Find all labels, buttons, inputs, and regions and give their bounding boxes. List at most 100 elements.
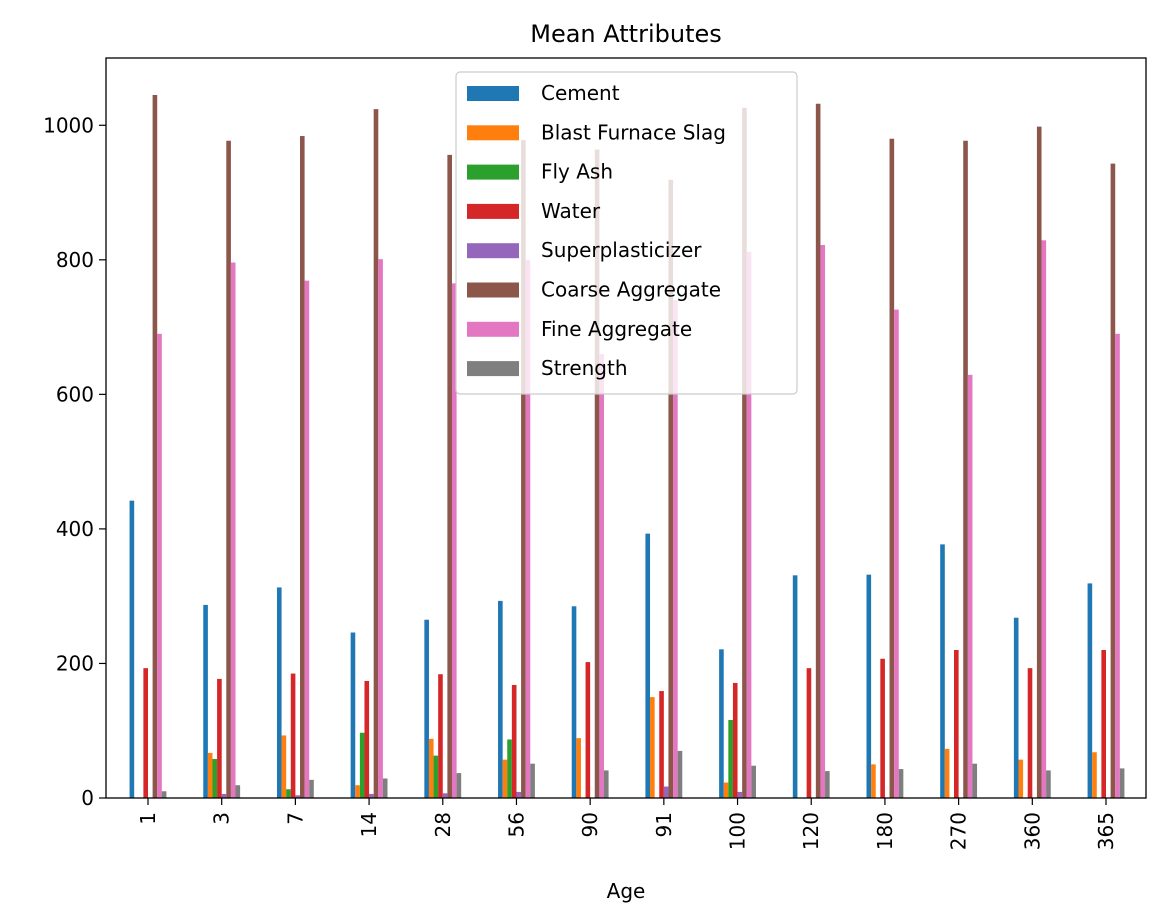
bar-coarse-aggregate-360 bbox=[1036, 126, 1042, 799]
legend-swatch bbox=[467, 203, 519, 219]
bar-blast-furnace-slag-360 bbox=[1018, 759, 1024, 798]
x-tick-label: 270 bbox=[947, 812, 971, 850]
bar-water-365 bbox=[1101, 650, 1106, 798]
x-tick-label: 91 bbox=[652, 812, 676, 837]
bar-superplasticizer-56 bbox=[516, 791, 522, 798]
bar-coarse-aggregate-28 bbox=[447, 154, 452, 798]
bar-strength-360 bbox=[1046, 770, 1051, 798]
bar-water-28 bbox=[438, 674, 443, 798]
y-tick-label: 0 bbox=[81, 786, 94, 810]
bar-cement-360 bbox=[1013, 617, 1019, 798]
bar-coarse-aggregate-1 bbox=[152, 95, 158, 798]
bar-cement-120 bbox=[792, 575, 798, 798]
legend-label: Water bbox=[541, 199, 601, 223]
x-tick-label: 14 bbox=[357, 812, 381, 837]
bar-strength-28 bbox=[456, 773, 462, 798]
legend: Cement Blast Furnace Slag Fly Ash Water Supe… bbox=[455, 71, 798, 395]
bar-water-90 bbox=[585, 662, 591, 798]
bar-fly-ash-28 bbox=[433, 755, 439, 798]
bar-strength-365 bbox=[1119, 768, 1125, 798]
bar-water-360 bbox=[1027, 668, 1033, 798]
bar-strength-14 bbox=[382, 778, 388, 798]
x-tick-label: 100 bbox=[726, 812, 750, 850]
bar-strength-90 bbox=[603, 770, 609, 798]
bar-water-7 bbox=[290, 673, 296, 798]
bar-strength-3 bbox=[235, 785, 241, 798]
bar-cement-90 bbox=[571, 606, 577, 798]
bar-fine-aggregate-3 bbox=[230, 262, 236, 798]
bar-water-14 bbox=[364, 680, 370, 798]
bars-layer bbox=[129, 95, 1125, 799]
bar-strength-7 bbox=[309, 779, 314, 798]
bar-fine-aggregate-90 bbox=[599, 354, 604, 798]
legend-label: Superplasticizer bbox=[541, 238, 702, 262]
x-tick-label: 7 bbox=[283, 812, 307, 825]
bar-cement-7 bbox=[276, 587, 282, 798]
bar-blast-furnace-slag-270 bbox=[944, 748, 950, 798]
bar-fly-ash-100 bbox=[728, 719, 733, 798]
x-ticks: 1 3 7 14 28 56 90 91 100 120 180 270 360 365 bbox=[136, 798, 1118, 850]
bar-cement-270 bbox=[940, 544, 945, 798]
x-tick-label: 365 bbox=[1094, 812, 1118, 850]
legend-swatch bbox=[467, 282, 519, 298]
bar-water-1 bbox=[143, 668, 148, 798]
bar-cement-365 bbox=[1087, 583, 1093, 798]
legend-label: Blast Furnace Slag bbox=[541, 120, 726, 144]
legend-swatch bbox=[467, 125, 519, 141]
legend-swatch bbox=[467, 321, 519, 337]
bar-coarse-aggregate-7 bbox=[299, 136, 305, 799]
x-axis-label: Age bbox=[607, 879, 646, 903]
bar-fine-aggregate-360 bbox=[1041, 240, 1047, 798]
y-tick-label: 600 bbox=[56, 382, 94, 406]
x-tick-label: 56 bbox=[504, 812, 528, 837]
bar-coarse-aggregate-91 bbox=[668, 179, 674, 798]
bar-superplasticizer-3 bbox=[221, 793, 227, 798]
bar-blast-furnace-slag-7 bbox=[281, 735, 287, 798]
bar-blast-furnace-slag-91 bbox=[650, 697, 655, 798]
bar-fly-ash-3 bbox=[212, 758, 218, 798]
bar-fine-aggregate-56 bbox=[525, 259, 531, 798]
bar-blast-furnace-slag-365 bbox=[1092, 752, 1097, 798]
legend-label: Cement bbox=[541, 81, 620, 105]
legend-swatch bbox=[467, 361, 519, 377]
bar-fine-aggregate-28 bbox=[451, 283, 457, 798]
x-tick-label: 28 bbox=[431, 812, 455, 837]
bar-water-180 bbox=[880, 658, 885, 798]
x-tick-label: 180 bbox=[873, 812, 897, 850]
bar-strength-56 bbox=[530, 763, 535, 798]
legend-label: Strength bbox=[541, 356, 628, 380]
legend-label: Fly Ash bbox=[541, 160, 613, 184]
bar-strength-180 bbox=[898, 769, 904, 798]
bar-cement-14 bbox=[350, 632, 356, 798]
x-tick-label: 360 bbox=[1020, 812, 1044, 850]
bar-cement-100 bbox=[719, 649, 724, 798]
legend-label: Coarse Aggregate bbox=[541, 278, 721, 302]
chart-title: Mean Attributes bbox=[530, 20, 722, 48]
bar-coarse-aggregate-90 bbox=[594, 149, 600, 799]
bar-superplasticizer-7 bbox=[295, 795, 300, 798]
bar-cement-1 bbox=[129, 500, 135, 798]
y-tick-label: 400 bbox=[56, 517, 94, 541]
bar-coarse-aggregate-56 bbox=[521, 140, 526, 798]
bar-coarse-aggregate-365 bbox=[1110, 163, 1116, 798]
bar-water-100 bbox=[732, 682, 738, 798]
y-tick-label: 800 bbox=[56, 248, 94, 272]
bar-strength-100 bbox=[751, 765, 756, 798]
bar-strength-1 bbox=[161, 791, 167, 798]
x-tick-label: 3 bbox=[210, 812, 234, 825]
bar-fly-ash-56 bbox=[507, 739, 512, 798]
bar-fine-aggregate-270 bbox=[967, 374, 973, 798]
y-ticks: 0 200 400 600 800 1000 bbox=[43, 113, 106, 810]
bar-coarse-aggregate-3 bbox=[226, 140, 231, 798]
legend-swatch bbox=[467, 243, 519, 259]
bar-coarse-aggregate-180 bbox=[889, 138, 895, 799]
bar-fly-ash-7 bbox=[286, 789, 291, 798]
bar-blast-furnace-slag-90 bbox=[576, 738, 581, 798]
x-tick-label: 120 bbox=[799, 812, 823, 850]
bar-cement-91 bbox=[645, 533, 651, 798]
bar-blast-furnace-slag-3 bbox=[207, 752, 213, 798]
legend-box bbox=[455, 71, 798, 395]
plot-frame bbox=[105, 57, 1147, 799]
bar-fine-aggregate-100 bbox=[746, 251, 752, 798]
